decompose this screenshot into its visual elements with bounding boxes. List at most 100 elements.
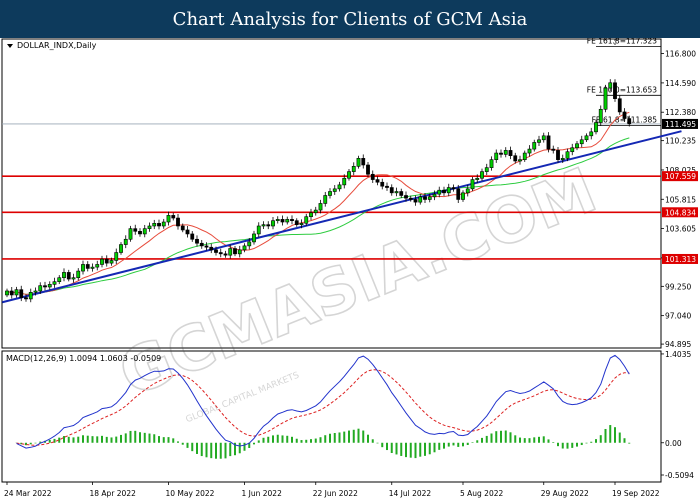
candle: [622, 108, 627, 122]
candle: [351, 162, 356, 176]
price-tick-label: 103.605: [665, 225, 696, 234]
candle: [361, 154, 366, 169]
price-tick-label: 99.250: [665, 282, 691, 291]
candle: [608, 79, 613, 92]
macd-layer: [15, 354, 631, 459]
candle: [442, 186, 446, 196]
candle: [171, 212, 176, 221]
candle: [114, 248, 119, 265]
trendline: [2, 130, 682, 304]
candle: [223, 250, 228, 258]
candle: [323, 191, 328, 207]
price-tick-label: 110.235: [665, 137, 696, 146]
candle: [309, 208, 313, 221]
candle: [380, 178, 385, 190]
candle: [342, 174, 347, 189]
candle: [480, 168, 484, 181]
candle: [313, 206, 318, 216]
candle: [404, 191, 408, 202]
candle: [522, 150, 527, 162]
candle: [603, 84, 608, 113]
candle: [318, 199, 323, 214]
candle: [470, 177, 475, 192]
macd-signal-line: [16, 369, 630, 446]
candle: [14, 286, 19, 298]
price-tick-label: 94.895: [665, 340, 691, 349]
candle: [461, 190, 465, 202]
candle: [19, 285, 24, 302]
candle: [109, 257, 114, 266]
candle: [214, 246, 218, 256]
candle: [195, 235, 199, 247]
candle: [247, 238, 252, 250]
candle: [513, 152, 518, 164]
candle: [204, 242, 209, 251]
candle: [556, 146, 560, 163]
candle: [494, 149, 499, 163]
candle: [347, 169, 351, 181]
candle: [5, 288, 9, 298]
candle: [104, 255, 109, 267]
candle: [537, 135, 541, 146]
candle: [451, 184, 456, 192]
date-tick-label: 24 Mar 2022: [4, 489, 52, 498]
price-tick-label: 108.025: [665, 166, 696, 175]
candle: [256, 222, 261, 238]
candle: [575, 141, 579, 151]
candle: [546, 132, 551, 153]
candle: [152, 219, 157, 230]
candle: [271, 217, 275, 230]
candle: [85, 261, 90, 272]
candle: [475, 174, 480, 184]
candle: [584, 133, 589, 143]
price-tick-label: 114.590: [665, 79, 696, 88]
candle: [185, 226, 190, 238]
symbol-dropdown-icon[interactable]: [7, 44, 13, 48]
candle: [142, 224, 147, 238]
candle: [285, 216, 290, 225]
date-tick-label: 10 May 2022: [166, 489, 215, 498]
candle: [427, 193, 432, 203]
date-axis: 24 Mar 2022 18 Apr 2022 10 May 2022 1 Jun 2…: [4, 482, 660, 498]
candle: [33, 287, 38, 296]
candle: [532, 139, 537, 152]
price-tick-label: 97.040: [665, 312, 691, 321]
sr-price-tag: [662, 253, 698, 264]
candle: [81, 260, 85, 275]
candle: [71, 273, 76, 283]
macd-label: MACD(12,26,9) 1.0094 1.0603 -0.0509: [6, 354, 161, 363]
candle: [62, 268, 66, 282]
current-price-label: 111.495: [665, 120, 696, 129]
sr-price-tag: [662, 207, 698, 218]
candle: [332, 185, 337, 195]
candle: [527, 145, 532, 157]
candle: [541, 132, 546, 143]
candle: [617, 95, 622, 115]
candle: [446, 183, 451, 197]
candle: [413, 195, 418, 206]
candle: [275, 216, 280, 224]
candle: [337, 181, 342, 192]
macd-pane-frame: [1, 350, 662, 483]
candle: [589, 127, 594, 140]
candle: [613, 79, 617, 102]
date-tick-label: 1 Jun 2022: [242, 489, 283, 498]
candle: [218, 248, 223, 258]
candle: [456, 184, 461, 203]
candle: [418, 194, 423, 205]
candle: [199, 239, 204, 249]
candle: [66, 269, 71, 282]
candle: [261, 221, 266, 230]
candle: [133, 224, 138, 235]
candle: [24, 294, 28, 302]
candle: [138, 228, 142, 237]
candle: [52, 277, 57, 288]
candle: [180, 223, 185, 233]
candle: [503, 147, 508, 158]
candle: [233, 246, 237, 257]
candle: [560, 154, 565, 164]
price-tick-label: 116.800: [665, 50, 696, 59]
candle: [385, 182, 389, 191]
candle: [294, 218, 299, 227]
candle: [38, 282, 43, 295]
